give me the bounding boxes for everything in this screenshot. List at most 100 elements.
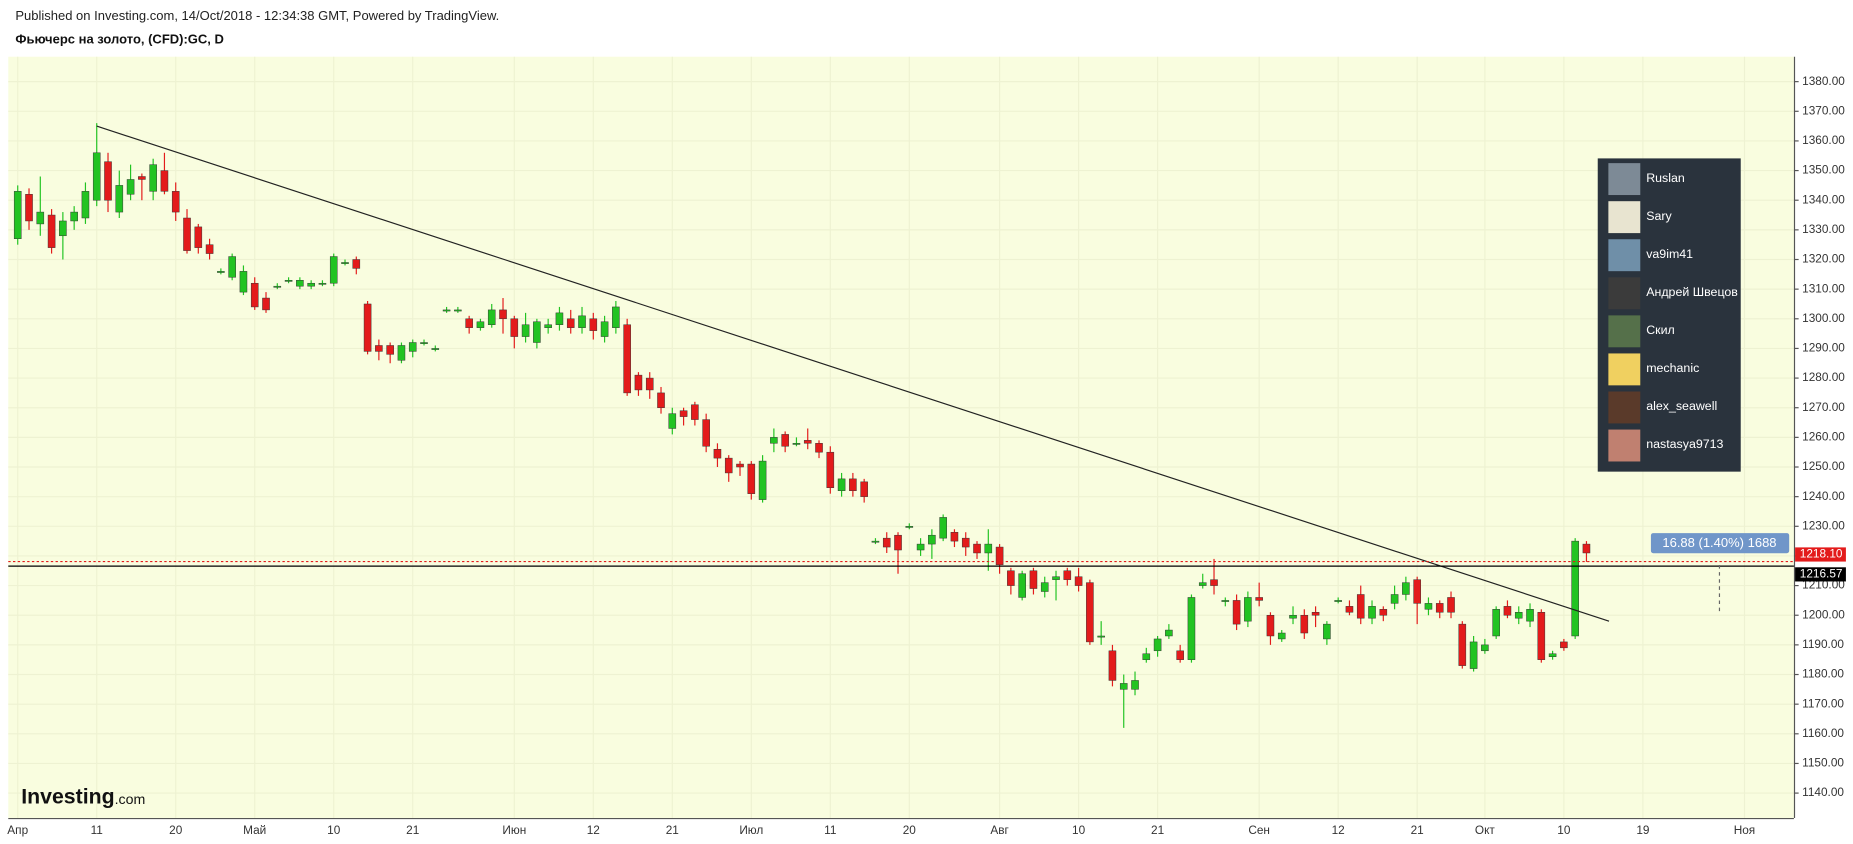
grid: 1140.00 1150.00 1160.00 1170.00 1180.00 1190.… bbox=[7, 56, 1845, 837]
x-tick-label: 21 bbox=[666, 823, 679, 837]
candle-body bbox=[239, 271, 248, 293]
x-tick-label: Май bbox=[243, 823, 266, 837]
candle-body bbox=[1221, 600, 1230, 602]
y-tick-label: 1180.00 bbox=[1802, 667, 1844, 681]
x-tick-label: 21 bbox=[406, 823, 419, 837]
candle-body bbox=[1390, 594, 1399, 604]
candle-body bbox=[1277, 632, 1286, 640]
watcher-name[interactable]: va9im41 bbox=[1646, 247, 1693, 261]
candle-body bbox=[882, 537, 891, 548]
candle-body bbox=[849, 478, 857, 491]
candle-body bbox=[1458, 623, 1467, 666]
y-tick-label: 1370.00 bbox=[1802, 103, 1845, 117]
avatar bbox=[1608, 353, 1641, 386]
candle-body bbox=[47, 214, 56, 248]
y-tick-label: 1170.00 bbox=[1802, 696, 1844, 710]
watcher-name[interactable]: mechanic bbox=[1646, 361, 1699, 375]
candle-body bbox=[1052, 576, 1060, 580]
price-tag-label: 1218.10 bbox=[1800, 547, 1843, 561]
candle-body bbox=[487, 309, 496, 325]
watcher-name[interactable]: alex_seawell bbox=[1646, 399, 1717, 413]
candle-body bbox=[341, 262, 349, 264]
y-tick-label: 1330.00 bbox=[1802, 222, 1845, 236]
candle-body bbox=[352, 259, 361, 269]
watcher-name[interactable]: Sary bbox=[1646, 209, 1672, 223]
candle-body bbox=[928, 534, 936, 545]
candle-body bbox=[329, 256, 338, 284]
candle-body bbox=[318, 282, 327, 285]
y-tick-label: 1260.00 bbox=[1802, 429, 1845, 443]
x-tick-label: Окт bbox=[1475, 823, 1495, 837]
avatar bbox=[1608, 201, 1641, 234]
candle-body bbox=[262, 297, 270, 311]
candle-body bbox=[1074, 576, 1083, 586]
watcher-name[interactable]: Скил bbox=[1646, 323, 1675, 337]
avatar bbox=[1608, 315, 1641, 348]
candle-body bbox=[115, 185, 124, 213]
y-tick-label: 1160.00 bbox=[1802, 726, 1844, 740]
candle-body bbox=[1255, 597, 1263, 601]
candle-body bbox=[758, 460, 767, 500]
y-tick-label: 1340.00 bbox=[1802, 192, 1845, 206]
symbol-title: Фьючерс на золото, (CFD):GC, D bbox=[15, 32, 224, 47]
candle-body bbox=[1108, 650, 1117, 681]
x-tick-label: 11 bbox=[91, 823, 103, 837]
avatar bbox=[1608, 163, 1641, 196]
candle-body bbox=[668, 413, 677, 429]
candle-body bbox=[973, 543, 981, 554]
x-tick-label: Июн bbox=[502, 823, 526, 837]
x-tick-label: Апр bbox=[7, 823, 28, 837]
candle-body bbox=[465, 318, 473, 328]
x-tick-label: 10 bbox=[1557, 823, 1571, 837]
candle-body bbox=[1537, 612, 1546, 660]
price-tag-label: 1216.57 bbox=[1800, 567, 1843, 581]
x-tick-label: 19 bbox=[1636, 823, 1649, 837]
candle-body bbox=[1368, 606, 1376, 619]
candle-body bbox=[92, 152, 101, 201]
watcher-name[interactable]: Ruslan bbox=[1646, 171, 1685, 185]
candle-body bbox=[138, 176, 146, 180]
y-tick-label: 1300.00 bbox=[1802, 311, 1845, 325]
price-tag bbox=[1795, 567, 1846, 582]
y-tick-label: 1270.00 bbox=[1802, 400, 1845, 414]
candle-body bbox=[600, 321, 609, 337]
candle-body bbox=[995, 546, 1004, 566]
candle-body bbox=[1119, 683, 1128, 690]
candle-body bbox=[397, 345, 406, 361]
candle-body bbox=[1402, 582, 1410, 595]
x-tick-label: Авг bbox=[990, 823, 1008, 837]
candle-body bbox=[1210, 579, 1218, 586]
candle-body bbox=[1153, 638, 1162, 652]
candle-body bbox=[420, 342, 428, 344]
candle-body bbox=[634, 374, 643, 391]
y-tick-label: 1290.00 bbox=[1802, 341, 1845, 355]
candle-body bbox=[476, 321, 485, 328]
candle-body bbox=[363, 303, 372, 352]
candle-body bbox=[1413, 579, 1421, 604]
x-tick-label: Ноя bbox=[1734, 823, 1755, 837]
y-tick-label: 1320.00 bbox=[1802, 252, 1845, 266]
candle-body bbox=[984, 543, 993, 554]
candle-body bbox=[499, 309, 507, 320]
y-tick-label: 1310.00 bbox=[1802, 281, 1845, 295]
x-tick-label: 10 bbox=[1072, 823, 1086, 837]
candle-body bbox=[826, 451, 835, 488]
candle-body bbox=[702, 419, 710, 447]
candle-body bbox=[736, 463, 744, 468]
candle-body bbox=[555, 312, 564, 325]
watcher-name[interactable]: Андрей Швецов bbox=[1646, 285, 1738, 299]
trend-line bbox=[96, 125, 1610, 622]
candle-body bbox=[566, 318, 575, 328]
overlays: 1218.10 1216.57 bbox=[8, 125, 1846, 622]
avatar bbox=[1608, 277, 1641, 310]
watcher-name[interactable]: nastasya9713 bbox=[1646, 437, 1723, 451]
candle-body bbox=[747, 463, 756, 494]
candle-body bbox=[1334, 600, 1342, 602]
y-tick-label: 1150.00 bbox=[1802, 756, 1844, 770]
candle-body bbox=[1503, 606, 1512, 616]
candle-body bbox=[1356, 594, 1365, 619]
candle-body bbox=[273, 285, 282, 288]
candle-body bbox=[1131, 680, 1139, 690]
candle-body bbox=[612, 306, 620, 328]
y-tick-label: 1380.00 bbox=[1802, 74, 1845, 88]
